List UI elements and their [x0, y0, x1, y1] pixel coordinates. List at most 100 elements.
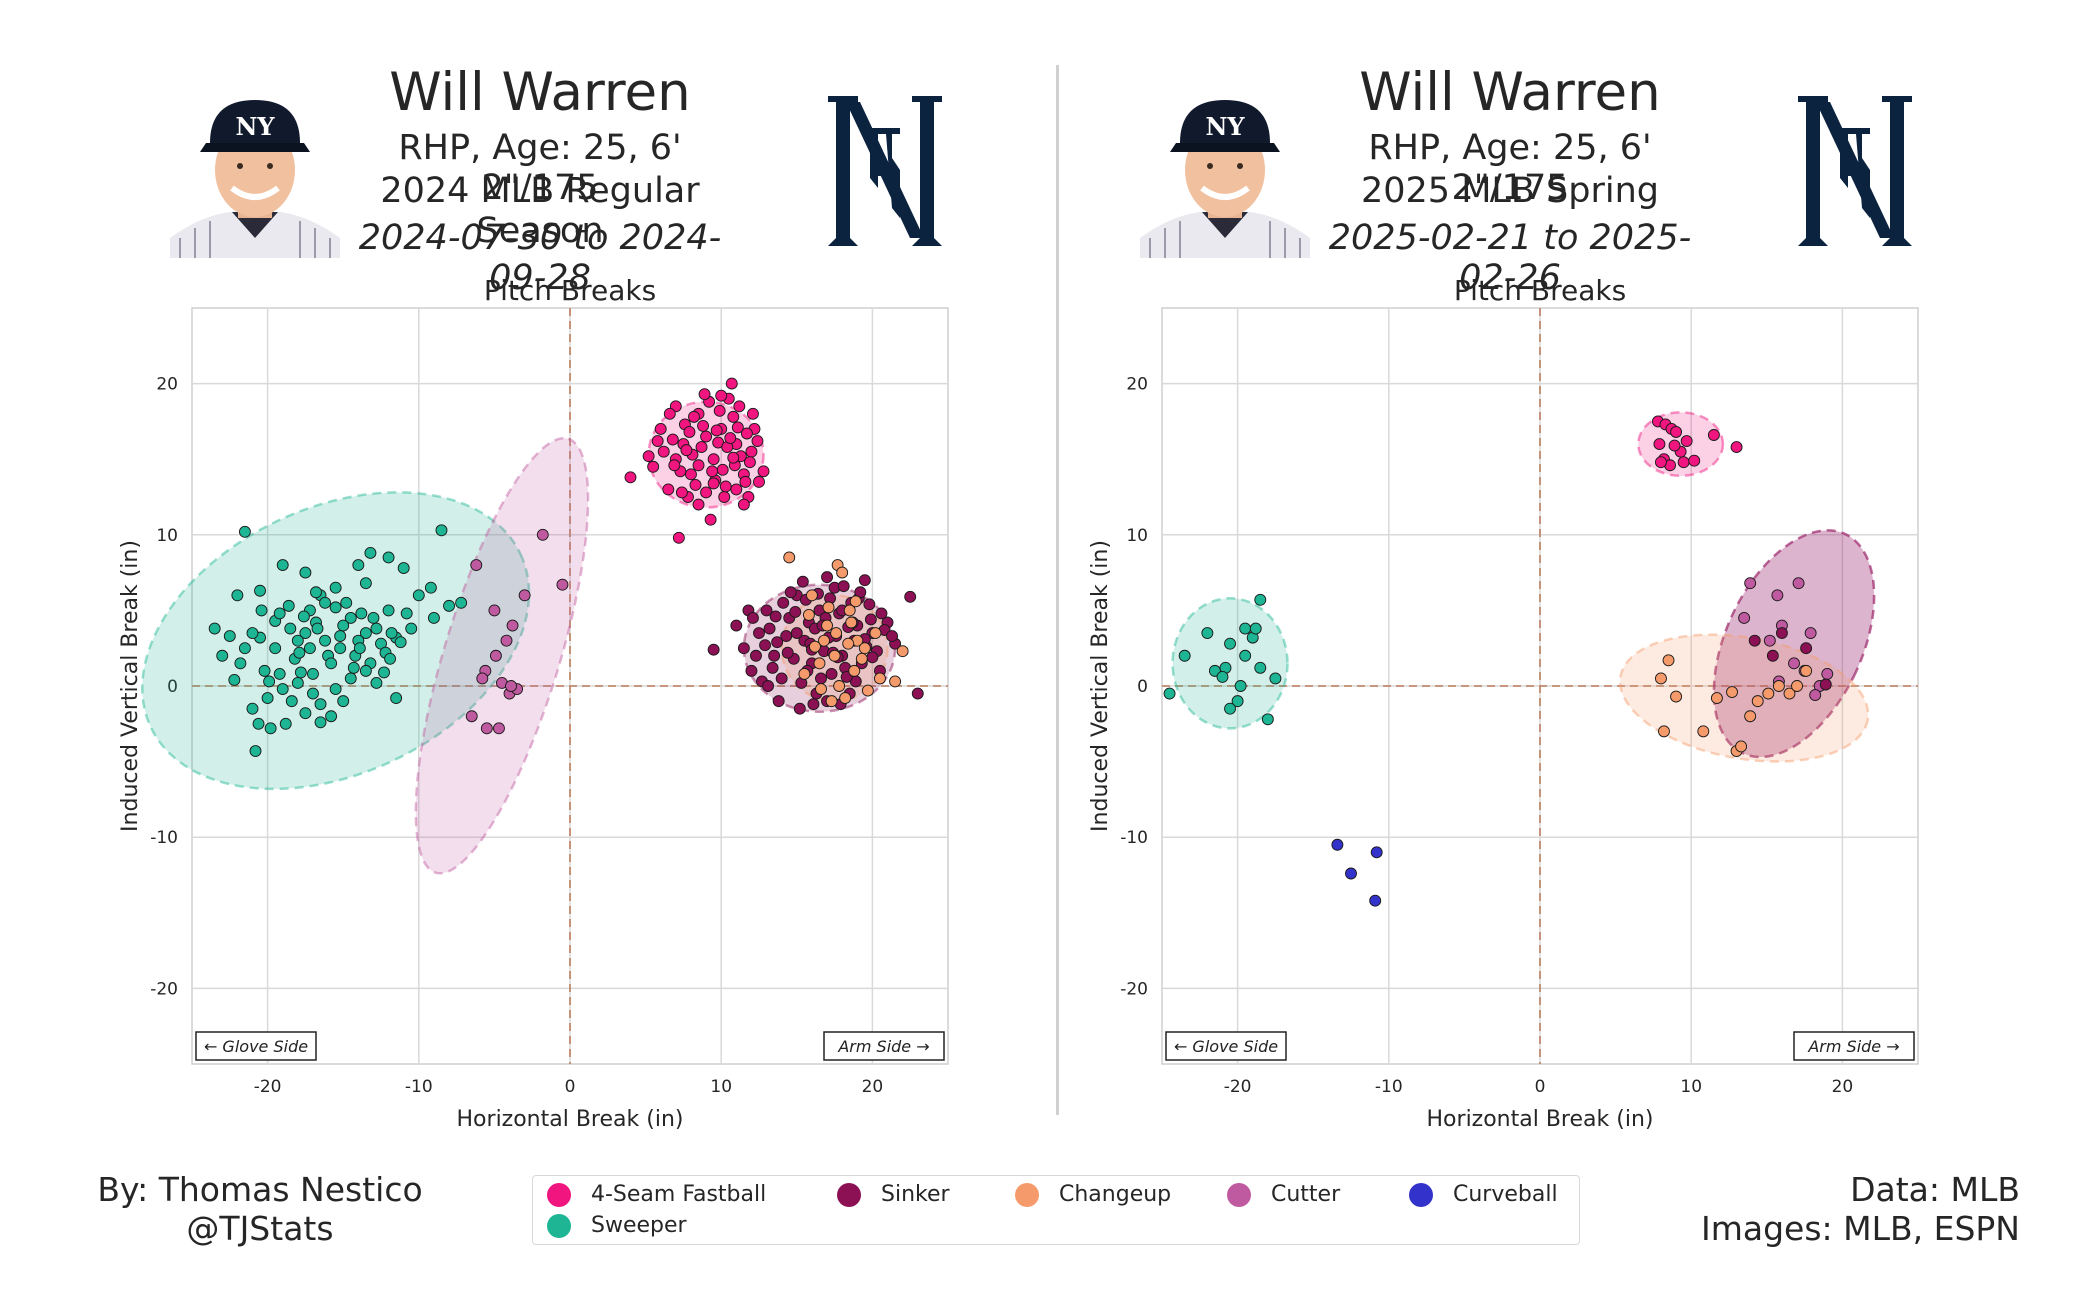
pitch-point-sweeper: [299, 627, 312, 640]
pitch-point-cutter: [518, 589, 531, 602]
pitch-point-changeup: [783, 551, 796, 564]
pitch-point-4-seam-fastball: [651, 435, 664, 448]
pitch-point-sweeper: [329, 683, 342, 695]
pitch-point-sinker: [815, 672, 827, 685]
player-bio: RHP, Age: 25, 6' 2"/175: [398, 128, 682, 208]
pitch-point-sweeper: [1239, 622, 1252, 635]
pitch-point-changeup: [855, 652, 868, 665]
y-tick-label: -10: [150, 828, 178, 848]
pitch-point-sweeper: [291, 677, 304, 689]
pitch-point-sinker: [781, 646, 794, 659]
pitch-point-sinker: [863, 598, 876, 611]
pitch-point-4-seam-fastball: [704, 513, 717, 526]
pitch-point-sweeper: [311, 622, 324, 635]
pitch-point-sweeper: [329, 601, 342, 614]
pitch-point-4-seam-fastball: [1730, 441, 1743, 454]
pitch-point-sweeper: [252, 717, 265, 730]
pitch-point-sweeper: [231, 589, 244, 602]
pitch-point-sinker: [875, 607, 888, 620]
pitch-point-4-seam-fastball: [663, 407, 676, 420]
pitch-point-4-seam-fastball: [745, 445, 758, 458]
pitch-point-changeup: [833, 680, 846, 692]
pitch-cluster-ellipse: [141, 491, 531, 791]
date-range: 2025-02-21 to 2025-02-26: [1328, 218, 1692, 298]
pitch-point-changeup: [1744, 710, 1757, 723]
pitch-point-sweeper: [424, 581, 437, 594]
pitch-point-sweeper: [390, 692, 403, 705]
pitch-point-changeup: [798, 667, 811, 680]
pitch-point-sweeper: [359, 577, 372, 590]
legend-label: Cutter: [1271, 1182, 1341, 1207]
arm-side-annotation-box: [823, 1031, 945, 1061]
pitch-point-sinker: [775, 672, 788, 685]
pitch-point-sweeper: [329, 581, 342, 594]
chart-title: Pitch Breaks: [484, 274, 656, 307]
pitch-point-sweeper: [307, 687, 319, 700]
pitch-point-4-seam-fastball: [740, 427, 753, 440]
pitch-point-sinker: [1748, 634, 1761, 647]
pitch-point-sinker: [750, 649, 762, 662]
pitch-point-cutter: [1771, 589, 1784, 602]
pitch-point-sweeper: [355, 607, 368, 620]
pitch-point-sweeper: [276, 559, 289, 571]
pitch-point-sweeper: [359, 664, 372, 677]
pitch-point-4-seam-fastball: [657, 445, 670, 458]
pitch-point-sweeper: [314, 716, 327, 729]
pitch-point-sinker: [825, 667, 838, 680]
glove-side-annotation: ← Glove Side: [1174, 1037, 1278, 1056]
pitch-point-4-seam-fastball: [700, 486, 713, 499]
pitch-point-4-seam-fastball: [737, 498, 750, 511]
pitch-point-sinker: [1819, 678, 1832, 691]
legend-item-4-seam-fastball: 4-Seam Fastball: [547, 1182, 766, 1207]
pitch-point-changeup: [822, 601, 835, 614]
pitch-point-sinker: [904, 590, 917, 603]
pitch-point-4-seam-fastball: [1655, 456, 1667, 469]
pitch-point-4-seam-fastball: [1668, 439, 1681, 452]
legend-item-sinker: Sinker: [837, 1182, 950, 1207]
date-range: 2024-07-30 to 2024-09-28: [358, 218, 722, 298]
legend-label: Curveball: [1453, 1182, 1558, 1207]
pitch-point-changeup: [818, 634, 830, 647]
pitch-point-changeup: [1751, 695, 1764, 708]
pitch-point-sweeper: [246, 627, 259, 640]
y-tick-label: 0: [1137, 677, 1148, 697]
pitch-point-sweeper: [282, 599, 295, 612]
pitch-point-sweeper: [385, 627, 398, 640]
pitch-point-changeup: [1735, 740, 1748, 753]
pitch-point-sweeper: [254, 584, 266, 597]
pitch-point-sweeper: [319, 634, 332, 647]
pitch-point-changeup: [842, 637, 855, 650]
pitch-point-4-seam-fastball: [624, 471, 637, 484]
pitch-point-sweeper: [370, 622, 383, 635]
pitch-point-4-seam-fastball: [718, 491, 731, 503]
pitch-point-changeup: [839, 692, 852, 705]
pitch-point-sweeper: [364, 546, 377, 559]
pitch-point-sweeper: [405, 622, 418, 635]
pitch-point-4-seam-fastball: [654, 423, 667, 435]
pitch-point-cutter: [1792, 577, 1805, 590]
pitch-point-cutter: [480, 722, 493, 735]
pitch-point-sweeper: [1216, 670, 1229, 683]
pitch-point-sweeper: [367, 612, 380, 624]
pitch-point-4-seam-fastball: [1688, 454, 1701, 467]
pitch-point-4-seam-fastball: [725, 377, 738, 390]
pitch-point-4-seam-fastball: [672, 531, 685, 544]
pitch-point-sweeper: [382, 604, 395, 617]
pitch-point-4-seam-fastball: [743, 456, 756, 469]
pitch-point-cutter: [536, 528, 549, 541]
pitch-point-4-seam-fastball: [727, 410, 740, 423]
pitch-point-cutter: [1744, 577, 1757, 590]
pitch-point-changeup: [815, 683, 827, 695]
pitch-point-4-seam-fastball: [688, 410, 700, 423]
pitch-point-sweeper: [1201, 627, 1214, 640]
pitch-point-curveball: [1345, 867, 1357, 880]
pitch-point-4-seam-fastball: [683, 426, 696, 438]
y-tick-label: -20: [1120, 979, 1148, 999]
pitch-point-changeup: [805, 589, 818, 602]
pitch-point-sweeper: [208, 622, 221, 635]
pitch-point-changeup: [802, 608, 815, 621]
pitch-point-sweeper: [261, 692, 274, 705]
pitch-point-sweeper: [325, 710, 338, 723]
y-tick-label: 10: [156, 526, 178, 546]
player-name: Will Warren: [389, 62, 691, 123]
